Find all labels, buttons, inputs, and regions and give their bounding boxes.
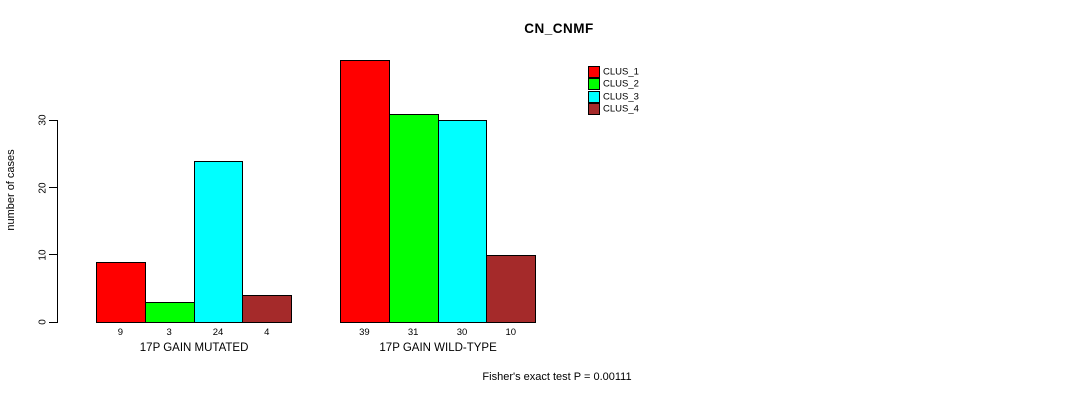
legend-swatch-clus_4 [588, 102, 600, 115]
legend-label: CLUS_1 [603, 66, 639, 78]
bar-clus_2-group1 [144, 301, 195, 323]
y-axis-tick [49, 119, 57, 121]
y-axis-line [57, 120, 58, 323]
y-axis-tick-label: 20 [37, 182, 49, 194]
y-axis-tick-label: 30 [37, 114, 49, 126]
legend-swatch-clus_1 [588, 66, 600, 78]
bar-clus_1-group1 [96, 261, 146, 323]
x-category-label: 17P GAIN MUTATED [139, 342, 249, 354]
y-axis-title: number of cases [5, 149, 17, 231]
x-category-label: 17P GAIN WILD-TYPE [379, 342, 497, 354]
bar-clus_1-group2 [340, 59, 390, 323]
y-axis-tick-label: 0 [37, 319, 49, 325]
fisher-test-footnote: Fisher's exact test P = 0.00111 [482, 371, 632, 383]
bar-clus_2-group2 [388, 113, 439, 323]
legend-label: CLUS_2 [603, 78, 639, 90]
bar-value-label: 30 [456, 327, 468, 338]
bar-value-label: 9 [117, 327, 124, 338]
chart-title: CN_CNMF [524, 21, 594, 36]
y-axis-tick-label: 10 [37, 249, 49, 261]
bar-value-label: 4 [264, 327, 270, 338]
bar-value-label: 3 [166, 327, 172, 338]
y-axis-tick [49, 187, 57, 189]
legend-label: CLUS_4 [603, 103, 639, 115]
legend-swatch-clus_2 [588, 78, 600, 91]
bar-clus_3-group1 [193, 160, 244, 323]
bar-clus_4-group2 [486, 254, 537, 323]
bar-value-label: 24 [212, 327, 224, 338]
bar-value-label: 10 [505, 327, 517, 338]
bar-value-label: 39 [359, 327, 370, 338]
y-axis-tick [49, 321, 57, 323]
bar-clus_4-group1 [242, 295, 293, 323]
bar-clus_3-group2 [437, 120, 488, 323]
bar-value-label: 31 [407, 327, 419, 338]
y-axis-tick [49, 254, 57, 256]
legend-label: CLUS_3 [603, 91, 639, 103]
legend-swatch-clus_3 [588, 90, 600, 103]
